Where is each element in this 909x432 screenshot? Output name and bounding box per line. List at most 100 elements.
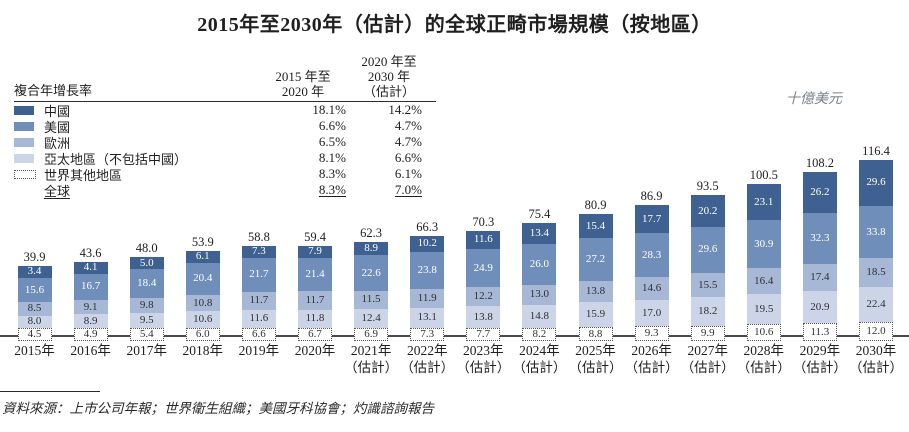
cagr-row-世界其他地區: 世界其他地區 8.3% 6.1% <box>14 166 436 183</box>
bar-total-label: 70.3 <box>472 214 495 229</box>
bar-segment-中國: 23.1 <box>746 184 781 221</box>
bar-group-2021年: 8.9 22.6 11.5 12.4 6.9 <box>354 241 389 341</box>
cagr-value-2020-2030: 7.0% <box>394 182 422 198</box>
bar-segment-歐洲: 14.6 <box>634 277 669 300</box>
bar-segment-亞太地區（不包括中國）: 10.6 <box>185 311 220 328</box>
tick-estimate-note: （估計） <box>624 360 679 375</box>
cagr-row-亞太地區（不包括中國）: 亞太地區（不包括中國） 8.1% 6.6% <box>14 150 436 167</box>
bar-segment-中國: 20.2 <box>690 195 725 227</box>
bar-segment-亞太地區（不包括中國）: 11.6 <box>241 309 276 328</box>
bar-segment-亞太地區（不包括中國）: 17.0 <box>634 299 669 327</box>
bar-segment-世界其他地區: 9.3 <box>634 326 669 341</box>
bar-segment-世界其他地區: 6.9 <box>354 327 389 341</box>
tick-year: 2016年 <box>70 343 111 358</box>
cagr-value-2015-2020: 8.1% <box>318 150 346 166</box>
tick-year: 2025年 <box>575 343 616 358</box>
bar-segment-中國: 6.1 <box>185 250 220 263</box>
tick-estimate-note: （估計） <box>849 360 903 375</box>
tick-year: 2018年 <box>182 343 224 358</box>
bar-total-label: 59.4 <box>304 229 326 244</box>
bar-segment-美國: 16.7 <box>73 273 108 300</box>
bar-segment-歐洲: 11.7 <box>298 291 332 310</box>
cagr-value-2015-2020: 18.1% <box>312 102 346 118</box>
bar-segment-亞太地區（不包括中國）: 11.8 <box>298 309 332 328</box>
bar-segment-中國: 7.9 <box>298 245 332 258</box>
tick-year: 2027年 <box>687 343 728 358</box>
bar-segment-美國: 29.6 <box>690 226 725 273</box>
header-line: 2030 年 <box>367 69 411 84</box>
bar-segment-世界其他地區: 6.0 <box>185 327 220 341</box>
tick-estimate-note: （估計） <box>344 360 399 375</box>
bar-segment-美國: 20.4 <box>185 262 220 295</box>
bar-segment-亞太地區（不包括中國）: 13.1 <box>410 307 445 328</box>
bar-segment-美國: 21.4 <box>298 257 332 292</box>
bar-total-label: 93.5 <box>696 179 719 194</box>
bar-total-label: 75.4 <box>528 207 551 222</box>
bar-segment-世界其他地區: 9.9 <box>690 325 725 341</box>
bar-segment-世界其他地區: 4.5 <box>17 327 52 341</box>
tick-estimate-note: （估計） <box>736 360 791 375</box>
bar-total-label: 66.3 <box>416 219 439 234</box>
cagr-value-2020-2030: 4.7% <box>394 134 422 150</box>
x-axis-tick-label: 2024年 （估計） <box>510 342 568 376</box>
bar-segment-亞太地區（不包括中國）: 18.2 <box>690 297 725 326</box>
cagr-value-2020-2030: 6.1% <box>394 166 422 182</box>
bar-total-label: 108.2 <box>805 156 834 171</box>
legend-label: 中國 <box>44 103 71 119</box>
bar-segment-世界其他地區: 12.0 <box>859 322 893 341</box>
bar-total-label: 48.0 <box>135 241 158 256</box>
bar-segment-亞太地區（不包括中國）: 8.9 <box>73 314 108 328</box>
bar-total-label: 53.9 <box>191 234 214 249</box>
cagr-rows: 中國 18.1% 14.2% 美國 6.6% 4.7% 歐洲 6.5% 4.7% 亞太地區（不包括… <box>14 102 436 199</box>
legend-label: 世界其他地區 <box>44 167 123 183</box>
tick-estimate-note: （估計） <box>456 360 511 375</box>
bar-segment-世界其他地區: 6.6 <box>241 327 276 341</box>
bar-segment-歐洲: 11.9 <box>410 288 445 308</box>
bar-segment-美國: 18.4 <box>129 269 164 298</box>
cagr-value-2015-2020: 8.3% <box>318 182 346 198</box>
header-line: 2015 年至 <box>275 69 331 84</box>
x-axis-tick-label: 2015年 <box>6 342 64 359</box>
bar-segment-歐洲: 17.4 <box>802 263 837 291</box>
tick-year: 2029年 <box>799 343 841 358</box>
tick-estimate-note: （估計） <box>400 360 455 375</box>
bar-segment-亞太地區（不包括中國）: 14.8 <box>522 304 557 328</box>
bar-segment-歐洲: 9.1 <box>73 299 108 315</box>
cagr-col-header-2020-2030: 2020 年至 2030 年（估計） <box>346 54 436 99</box>
bar-group-2018年: 6.1 20.4 10.8 10.6 6.0 <box>185 250 220 341</box>
bar-segment-歐洲: 11.7 <box>241 291 276 310</box>
bar-group-2029年: 26.2 32.3 17.4 20.9 11.3 <box>802 172 837 341</box>
x-axis-tick-label: 2021年 （估計） <box>342 342 400 376</box>
x-axis-tick-label: 2023年 （估計） <box>454 342 512 376</box>
cagr-value-2015-2020: 8.3% <box>318 166 346 182</box>
bar-segment-美國: 23.8 <box>410 251 445 289</box>
bar-segment-美國: 22.6 <box>354 255 389 291</box>
tick-estimate-note: （估計） <box>512 360 567 375</box>
bar-segment-歐洲: 13.0 <box>522 284 557 305</box>
bar-group-2019年: 7.3 21.7 11.7 11.6 6.6 <box>241 245 276 341</box>
cagr-value-2020-2030: 14.2% <box>388 102 422 118</box>
bar-segment-亞太地區（不包括中國）: 12.4 <box>354 308 389 328</box>
bar-group-2017年: 5.0 18.4 9.8 9.5 5.4 <box>129 257 164 341</box>
tick-year: 2015年 <box>14 343 55 358</box>
bar-segment-美國: 15.6 <box>17 277 52 303</box>
bar-segment-歐洲: 15.5 <box>690 272 725 298</box>
tick-year: 2022年 <box>406 343 448 358</box>
legend-swatch-cell <box>14 137 44 147</box>
tick-year: 2020年 <box>294 343 336 358</box>
cagr-row-全球: 全球 8.3% 7.0% <box>14 182 436 199</box>
x-axis-tick-label: 2029年 （估計） <box>791 342 849 376</box>
bar-segment-歐洲: 16.4 <box>746 268 781 295</box>
legend-swatch-cell <box>14 105 44 115</box>
source-divider <box>0 391 100 392</box>
legend-label: 亞太地區（不包括中國） <box>44 151 188 167</box>
bar-total-label: 39.9 <box>23 249 46 264</box>
bar-segment-美國: 32.3 <box>802 213 837 264</box>
bar-group-2027年: 20.2 29.6 15.5 18.2 9.9 <box>690 195 725 341</box>
cagr-row-中國: 中國 18.1% 14.2% <box>14 102 436 119</box>
legend-label: 美國 <box>44 119 71 135</box>
legend-label: 全球 <box>44 183 71 199</box>
bar-total-label: 100.5 <box>749 168 778 183</box>
bar-group-2025年: 15.4 27.2 13.8 15.9 8.8 <box>578 214 613 341</box>
